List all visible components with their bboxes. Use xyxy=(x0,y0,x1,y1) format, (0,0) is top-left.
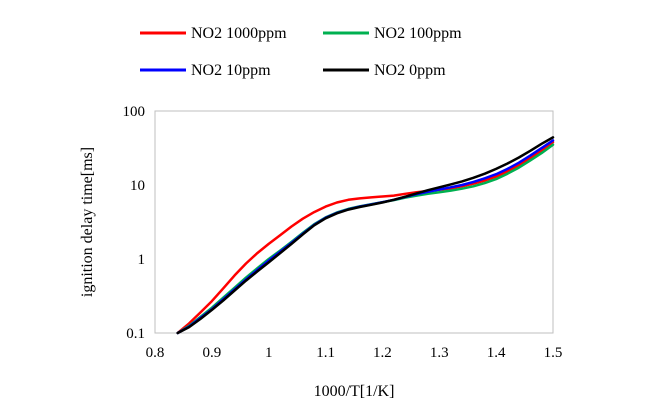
y-tick-label: 10 xyxy=(130,178,145,194)
x-axis-label: 1000/T[1/K] xyxy=(314,383,395,400)
y-tick-label: 0.1 xyxy=(126,326,145,342)
plot-area-frame xyxy=(154,110,554,334)
axis-ticks: 0.8 0.9 1 1.1 1.2 1.3 1.4 1.5 0.1 1 10 100 xyxy=(123,104,563,361)
x-tick-label: 1.4 xyxy=(487,345,506,361)
legend-label: NO2 10ppm xyxy=(191,62,271,79)
x-tick-label: 1 xyxy=(265,345,273,361)
legend-label: NO2 100ppm xyxy=(374,25,462,42)
x-tick-label: 0.9 xyxy=(203,345,222,361)
x-tick-label: 1.2 xyxy=(373,345,392,361)
series-lines xyxy=(176,136,555,335)
legend-label: NO2 1000ppm xyxy=(191,25,287,42)
series-line-no2-0ppm xyxy=(176,136,555,335)
legend: NO2 1000ppm NO2 100ppm NO2 10ppm NO2 0ppm xyxy=(140,25,462,79)
y-axis-label: ignition delay time[ms] xyxy=(79,147,96,297)
x-tick-label: 0.8 xyxy=(146,345,165,361)
y-tick-label: 100 xyxy=(123,104,146,120)
y-tick-label: 1 xyxy=(138,252,146,268)
legend-label: NO2 0ppm xyxy=(374,62,446,79)
x-tick-label: 1.1 xyxy=(316,345,335,361)
series-line-no2-1000ppm xyxy=(176,140,555,335)
x-tick-label: 1.3 xyxy=(430,345,449,361)
x-tick-label: 1.5 xyxy=(544,345,563,361)
